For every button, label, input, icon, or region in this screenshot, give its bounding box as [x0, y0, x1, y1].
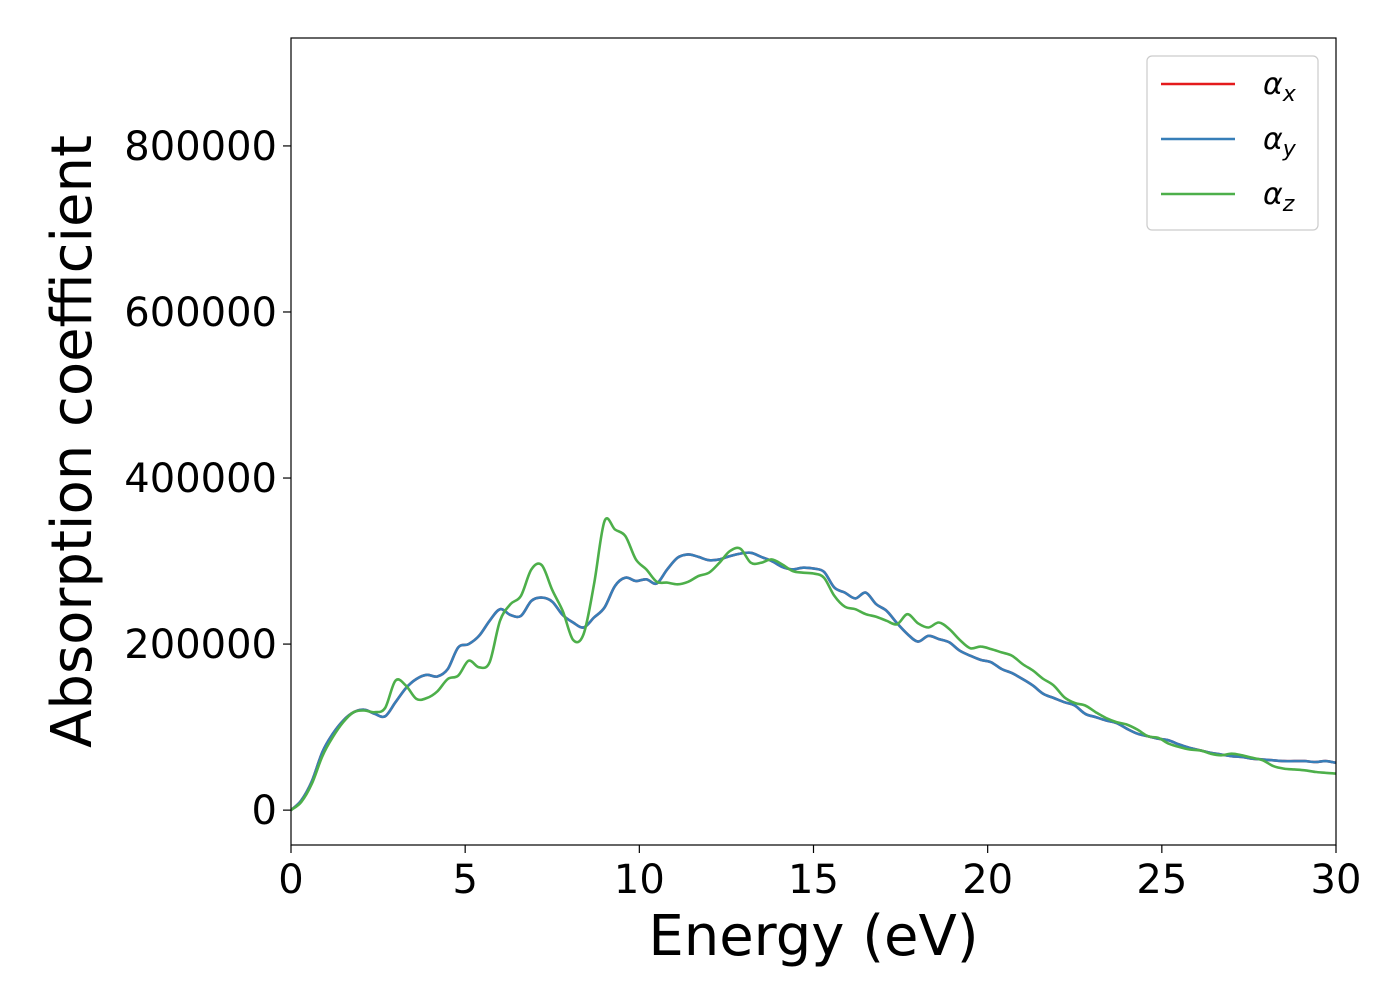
- x-tick-label: 15: [788, 857, 839, 903]
- series-line-alpha-z: [291, 517, 1336, 812]
- x-tick-label: 30: [1311, 857, 1362, 903]
- x-axis-ticks: 0 5 10 15 20 25 30: [278, 845, 1361, 903]
- y-tick-label: 600000: [124, 290, 277, 336]
- legend-label-alpha-y: αy: [1263, 122, 1297, 162]
- x-axis-title: Energy (eV): [648, 904, 978, 969]
- y-tick-label: 400000: [124, 456, 277, 502]
- y-tick-label: 0: [252, 788, 277, 834]
- legend: αx αy αz: [1146, 55, 1319, 231]
- x-tick-label: 0: [278, 857, 303, 903]
- legend-label-alpha-x: αx: [1263, 67, 1297, 107]
- x-tick-label: 5: [452, 857, 477, 903]
- x-tick-label: 20: [962, 857, 1013, 903]
- x-tick-label: 10: [614, 857, 665, 903]
- y-tick-label: 200000: [124, 622, 277, 668]
- legend-box: [1146, 55, 1319, 231]
- y-axis-title: Absorption coefficient: [40, 135, 105, 748]
- legend-label-alpha-z: αz: [1263, 177, 1295, 217]
- y-tick-label: 800000: [124, 124, 277, 170]
- y-axis-ticks: 0 200000 400000 600000 800000: [124, 124, 291, 834]
- x-tick-label: 25: [1136, 857, 1187, 903]
- series-layer: [291, 517, 1336, 812]
- series-group: [291, 517, 1336, 812]
